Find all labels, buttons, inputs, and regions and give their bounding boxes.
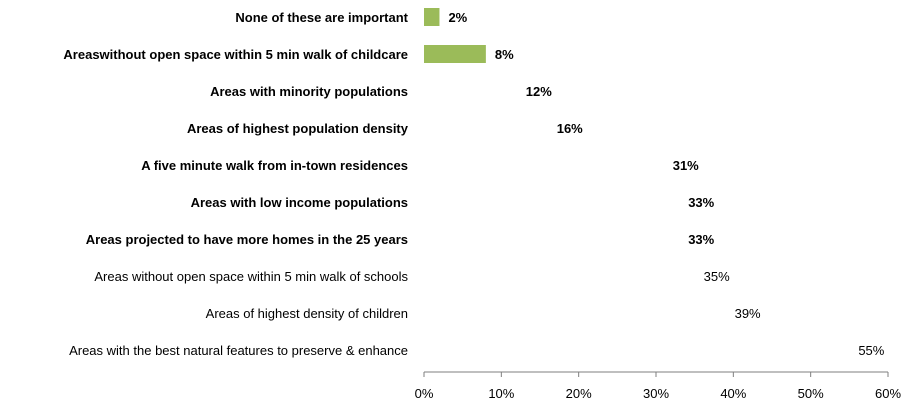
category-label: Areas with the best natural features to … [69,343,408,358]
category-label: Areaswithout open space within 5 min wal… [63,47,408,62]
category-label: None of these are important [235,10,408,25]
category-label: Areas without open space within 5 min wa… [94,269,408,284]
value-label: 16% [557,121,583,136]
x-tick-label: 0% [415,386,434,401]
value-label: 2% [448,10,467,25]
bar [424,45,486,63]
category-label: A five minute walk from in-town residenc… [141,158,408,173]
value-label: 35% [704,269,730,284]
category-label: Areas with low income populations [191,195,408,210]
x-tick-label: 10% [488,386,514,401]
x-axis-ticks: 0% 10% 20% 30% 40% 50% 60% [415,372,901,401]
category-label: Areas with minority populations [210,84,408,99]
x-tick-label: 40% [720,386,746,401]
category-label: Areas of highest density of children [206,306,408,321]
x-tick-label: 60% [875,386,901,401]
x-tick-label: 30% [643,386,669,401]
value-label: 55% [858,343,884,358]
value-label: 39% [735,306,761,321]
category-labels: None of these are important Areaswithout … [63,10,408,358]
value-label: 33% [688,232,714,247]
value-label: 31% [673,158,699,173]
value-label: 33% [688,195,714,210]
value-labels: 2% 8% 12% 16% 31% 33% 33% 35% 39% 55% [448,10,884,358]
category-label: Areas of highest population density [187,121,409,136]
x-tick-label: 20% [566,386,592,401]
value-label: 12% [526,84,552,99]
bar [424,8,440,26]
category-label: Areas projected to have more homes in th… [86,232,408,247]
bars-group [424,8,486,63]
x-tick-label: 50% [798,386,824,401]
value-label: 8% [495,47,514,62]
